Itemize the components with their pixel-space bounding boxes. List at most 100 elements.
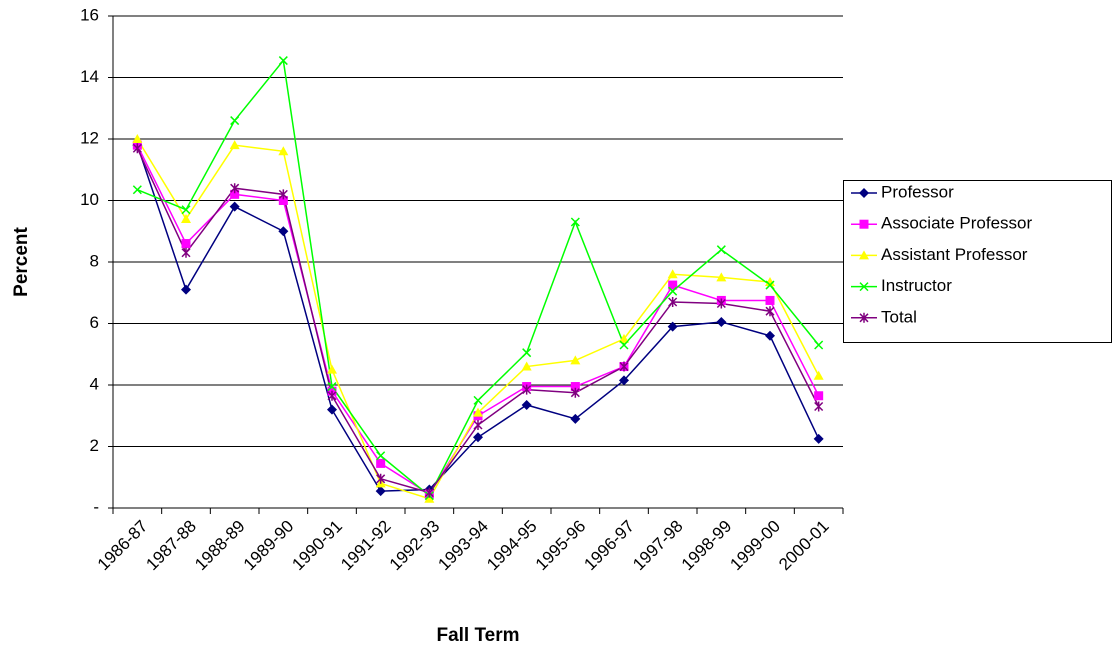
marker — [765, 276, 775, 286]
x-tick-label: 1987-88 — [142, 517, 200, 575]
marker — [132, 134, 143, 143]
marker — [859, 312, 869, 323]
marker — [716, 245, 726, 255]
marker — [813, 370, 824, 380]
x-tick-label: 1993-94 — [434, 517, 492, 575]
marker — [230, 116, 240, 126]
marker — [424, 493, 435, 503]
marker — [473, 419, 483, 430]
marker — [376, 451, 386, 461]
marker — [278, 196, 288, 205]
y-tick-label: 10 — [80, 190, 99, 209]
marker — [668, 296, 678, 307]
marker — [570, 355, 581, 365]
y-tick-label: 4 — [90, 374, 99, 393]
x-tick-label: 1990-91 — [288, 517, 346, 575]
y-tick-label: 6 — [90, 313, 99, 332]
legend-label: Assistant Professor — [881, 245, 1028, 264]
y-tick-label: 8 — [90, 251, 99, 270]
marker — [181, 247, 191, 258]
marker — [229, 140, 240, 150]
marker — [521, 361, 532, 371]
legend-label: Total — [881, 307, 917, 326]
marker — [327, 382, 337, 392]
y-tick-label: 16 — [80, 5, 99, 24]
marker — [859, 219, 869, 229]
marker — [181, 205, 191, 215]
series-line — [137, 58, 820, 497]
x-tick-label: 1988-89 — [191, 517, 249, 575]
y-tick-label: 2 — [90, 436, 99, 455]
marker — [619, 361, 629, 372]
marker — [473, 407, 483, 417]
marker — [230, 189, 240, 199]
marker — [716, 316, 727, 327]
marker — [132, 143, 142, 154]
marker — [570, 217, 580, 227]
marker — [570, 413, 581, 424]
marker — [859, 282, 869, 292]
marker — [668, 286, 678, 296]
x-tick-label: 1997-98 — [629, 517, 687, 575]
x-tick-label: 1992-93 — [386, 517, 444, 575]
marker — [619, 375, 629, 386]
legend-label: Associate Professor — [881, 214, 1033, 233]
marker — [278, 189, 288, 200]
marker — [327, 364, 337, 374]
marker — [181, 284, 191, 295]
marker — [375, 486, 386, 497]
legend-label: Professor — [881, 182, 954, 201]
marker — [814, 340, 824, 350]
marker — [716, 272, 727, 282]
marker — [814, 401, 824, 412]
marker — [229, 201, 240, 212]
x-tick-label: 1998-99 — [678, 517, 736, 575]
marker — [230, 183, 240, 194]
marker — [667, 269, 678, 279]
marker — [859, 250, 869, 260]
x-tick-label: 2000-01 — [775, 517, 833, 575]
marker — [278, 56, 288, 66]
x-tick-label: 1991-92 — [337, 517, 395, 575]
x-tick-label: 1995-96 — [532, 517, 590, 575]
marker — [181, 239, 191, 249]
marker — [570, 382, 580, 392]
x-tick-label: 1989-90 — [240, 517, 298, 575]
x-tick-label: 1986-87 — [94, 517, 152, 575]
x-tick-label: 1999-00 — [726, 517, 784, 575]
y-tick-label: 12 — [80, 128, 99, 147]
marker — [424, 487, 434, 498]
marker — [278, 146, 289, 156]
marker — [570, 387, 580, 398]
x-tick-label: 1994-95 — [483, 517, 541, 575]
marker — [814, 391, 824, 401]
marker — [327, 390, 337, 401]
marker — [473, 432, 483, 443]
marker — [716, 298, 726, 309]
marker — [765, 295, 775, 305]
y-tick-label: 14 — [80, 67, 99, 86]
y-tick-label: - — [93, 497, 99, 516]
legend-label: Instructor — [881, 276, 952, 295]
marker — [376, 458, 386, 468]
marker — [619, 333, 629, 343]
legend-box — [843, 180, 1112, 343]
marker — [521, 399, 532, 410]
x-tick-label: 1996-97 — [580, 517, 638, 575]
x-axis-title: Fall Term — [436, 625, 519, 646]
marker — [327, 404, 337, 415]
marker — [765, 330, 775, 341]
marker — [667, 321, 678, 332]
marker — [522, 348, 532, 358]
marker — [181, 213, 191, 223]
marker — [765, 306, 775, 317]
marker — [813, 433, 824, 444]
marker — [765, 280, 775, 290]
y-axis-title: Percent — [11, 226, 32, 296]
marker — [668, 280, 678, 290]
marker — [473, 395, 483, 405]
marker — [132, 185, 142, 195]
marker — [376, 473, 386, 484]
